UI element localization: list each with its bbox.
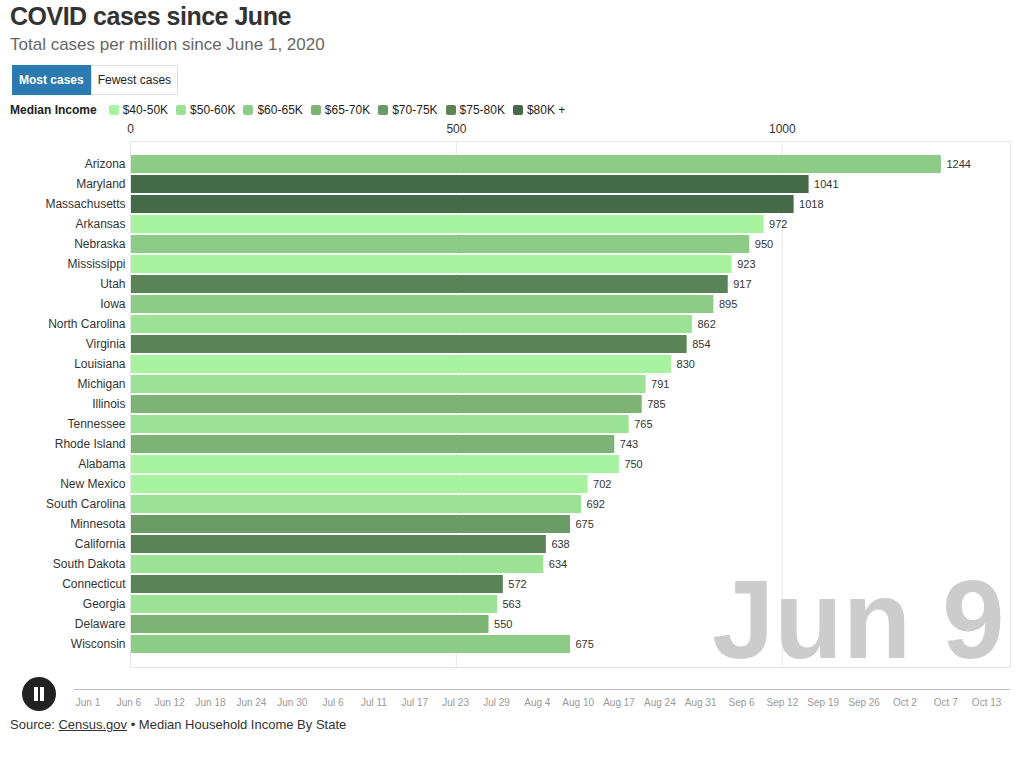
- html-text:Aug 17: Aug 17: [603, 697, 635, 708]
- html-text:Oct 2: Oct 2: [893, 697, 917, 708]
- svg-text:765: 765: [634, 418, 652, 430]
- html-text:Jun 1: Jun 1: [75, 697, 101, 708]
- html-text:Total cases per million since: Total cases per million since June 1, 20…: [10, 35, 325, 54]
- svg-text:New Mexico: New Mexico: [60, 477, 126, 491]
- svg-text:Rhode Island: Rhode Island: [55, 437, 126, 451]
- html-text:Sep 26: Sep 26: [848, 697, 880, 708]
- svg-text:Virginia: Virginia: [86, 337, 126, 351]
- html-text:Jun 18: Jun 18: [195, 697, 226, 708]
- svg-text:Mississippi: Mississippi: [67, 257, 125, 271]
- svg-text:Illinois: Illinois: [92, 397, 125, 411]
- html-text:Jun 30: Jun 30: [277, 697, 308, 708]
- svg-text:Tennessee: Tennessee: [67, 417, 125, 431]
- svg-text:Massachusetts: Massachusetts: [45, 197, 125, 211]
- html-text:$80K +: $80K +: [526, 103, 566, 117]
- svg-text:791: 791: [651, 378, 669, 390]
- html-text:Sep 19: Sep 19: [807, 697, 840, 708]
- svg-text:972: 972: [769, 218, 787, 230]
- html-text:Source: Census.gov • Median Ho: Source: Census.gov • Median Household In…: [10, 717, 347, 732]
- svg-text:950: 950: [755, 238, 773, 250]
- svg-text:750: 750: [624, 458, 642, 470]
- svg-text:North Carolina: North Carolina: [48, 317, 126, 331]
- html-text:Jul 6: Jul 6: [322, 697, 344, 708]
- html-text:Jul 11: Jul 11: [361, 697, 387, 708]
- html-text:Aug 31: Aug 31: [684, 697, 717, 708]
- html-text:COVID cases since June: COVID cases since June: [10, 2, 291, 30]
- svg-text:1018: 1018: [799, 198, 823, 210]
- svg-text:550: 550: [494, 618, 512, 630]
- html-text:Sep 6: Sep 6: [728, 697, 755, 708]
- svg-text:Arizona: Arizona: [85, 157, 126, 171]
- svg-text:572: 572: [508, 578, 526, 590]
- html-text:Jun 6: Jun 6: [116, 697, 142, 708]
- svg-text:Jun 9: Jun 9: [712, 557, 1005, 672]
- html-text:Jul 23: Jul 23: [442, 697, 469, 708]
- svg-text:862: 862: [697, 318, 715, 330]
- svg-text:Nebraska: Nebraska: [74, 237, 126, 251]
- svg-text:Maryland: Maryland: [76, 177, 125, 191]
- svg-text:Minnesota: Minnesota: [70, 517, 126, 531]
- html-text:Oct 13: Oct 13: [971, 697, 1002, 708]
- html-text:Aug 4: Aug 4: [524, 697, 551, 708]
- html-text:Jun 24: Jun 24: [236, 697, 267, 708]
- svg-text:830: 830: [677, 358, 695, 370]
- svg-text:743: 743: [620, 438, 638, 450]
- svg-text:895: 895: [719, 298, 737, 310]
- svg-text:South Carolina: South Carolina: [46, 497, 126, 511]
- svg-text:675: 675: [576, 638, 594, 650]
- html-text:Sep 12: Sep 12: [766, 697, 799, 708]
- svg-text:Delaware: Delaware: [75, 617, 126, 631]
- html-text:$60-65K: $60-65K: [257, 103, 303, 117]
- svg-text:634: 634: [549, 558, 567, 570]
- svg-text:Iowa: Iowa: [100, 297, 126, 311]
- svg-text:South Dakota: South Dakota: [53, 557, 126, 571]
- svg-text:692: 692: [587, 498, 605, 510]
- html-text:$50-60K: $50-60K: [190, 103, 236, 117]
- svg-text:Utah: Utah: [100, 277, 125, 291]
- svg-text:California: California: [75, 537, 126, 551]
- svg-text:Georgia: Georgia: [83, 597, 126, 611]
- html-text:Oct 7: Oct 7: [933, 697, 958, 708]
- svg-text:702: 702: [593, 478, 611, 490]
- svg-text:917: 917: [733, 278, 751, 290]
- svg-text:Arkansas: Arkansas: [75, 217, 125, 231]
- svg-text:Louisiana: Louisiana: [74, 357, 126, 371]
- html-text:Jul 17: Jul 17: [401, 697, 429, 708]
- html-text:Jul 29: Jul 29: [483, 697, 510, 708]
- html-text:Jun 12: Jun 12: [154, 697, 185, 708]
- html-text:Aug 24: Aug 24: [644, 697, 676, 708]
- svg-text:Connecticut: Connecticut: [62, 577, 126, 591]
- svg-text:0: 0: [127, 122, 134, 136]
- svg-text:854: 854: [692, 338, 710, 350]
- svg-text:500: 500: [446, 122, 466, 136]
- html-text:Median Income: Median Income: [10, 103, 97, 117]
- svg-text:563: 563: [502, 598, 520, 610]
- svg-text:638: 638: [551, 538, 569, 550]
- html-text:$75-80K: $75-80K: [459, 103, 505, 117]
- html-text:$40-50K: $40-50K: [122, 103, 169, 117]
- html-text:Fewest cases: Fewest cases: [97, 73, 172, 87]
- svg-text:Wisconsin: Wisconsin: [71, 637, 126, 651]
- html-text:Aug 10: Aug 10: [562, 697, 594, 708]
- svg-text:1000: 1000: [769, 122, 796, 136]
- svg-text:785: 785: [647, 398, 665, 410]
- html-text:Most cases: Most cases: [19, 73, 84, 87]
- svg-text:1244: 1244: [946, 158, 970, 170]
- svg-text:675: 675: [576, 518, 594, 530]
- svg-text:Michigan: Michigan: [77, 377, 125, 391]
- html-text:$70-75K: $70-75K: [392, 103, 438, 117]
- html-text:$65-70K: $65-70K: [324, 103, 371, 117]
- svg-text:1041: 1041: [814, 178, 838, 190]
- svg-text:Alabama: Alabama: [78, 457, 126, 471]
- svg-text:923: 923: [737, 258, 755, 270]
